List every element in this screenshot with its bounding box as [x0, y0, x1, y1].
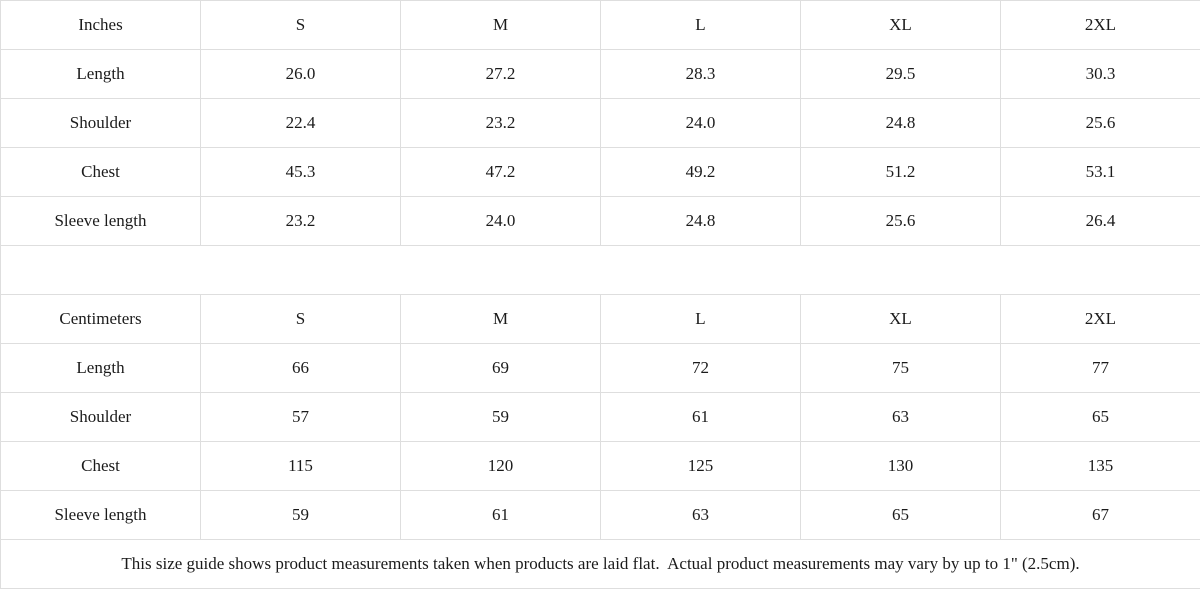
measurement-value-cell: 67	[1001, 491, 1200, 540]
measurement-value-cell: 26.4	[1001, 197, 1200, 246]
measurement-label-cell: Chest	[1, 148, 201, 197]
measurement-value-cell: 47.2	[401, 148, 601, 197]
measurement-value-cell: 27.2	[401, 50, 601, 99]
measurement-value-cell: 57	[201, 393, 401, 442]
measurement-value-cell: 24.0	[601, 99, 801, 148]
measurement-value-cell: 66	[201, 344, 401, 393]
measurement-value-cell: 49.2	[601, 148, 801, 197]
spacer-row	[1, 246, 1200, 295]
measurement-value-cell: 77	[1001, 344, 1200, 393]
measurement-value-cell: 63	[801, 393, 1001, 442]
table-row: Chest 45.3 47.2 49.2 51.2 53.1	[1, 148, 1200, 197]
size-column-header: XL	[801, 295, 1001, 344]
measurement-value-cell: 25.6	[801, 197, 1001, 246]
size-column-header: 2XL	[1001, 295, 1200, 344]
measurement-label-cell: Sleeve length	[1, 491, 201, 540]
measurement-value-cell: 28.3	[601, 50, 801, 99]
table-row: Shoulder 22.4 23.2 24.0 24.8 25.6	[1, 99, 1200, 148]
measurement-label-cell: Length	[1, 344, 201, 393]
size-column-header: L	[601, 295, 801, 344]
measurement-label-cell: Shoulder	[1, 393, 201, 442]
measurement-value-cell: 24.0	[401, 197, 601, 246]
measurement-value-cell: 61	[401, 491, 601, 540]
measurement-value-cell: 53.1	[1001, 148, 1200, 197]
measurement-value-cell: 59	[401, 393, 601, 442]
measurement-value-cell: 69	[401, 344, 601, 393]
measurement-value-cell: 65	[1001, 393, 1200, 442]
measurement-value-cell: 29.5	[801, 50, 1001, 99]
measurement-value-cell: 23.2	[401, 99, 601, 148]
measurement-value-cell: 125	[601, 442, 801, 491]
size-column-header: 2XL	[1001, 1, 1200, 50]
measurement-value-cell: 63	[601, 491, 801, 540]
measurement-value-cell: 22.4	[201, 99, 401, 148]
measurement-value-cell: 72	[601, 344, 801, 393]
size-column-header: S	[201, 1, 401, 50]
measurement-label-cell: Length	[1, 50, 201, 99]
spacer-cell	[1, 246, 1200, 295]
table-row: Shoulder 57 59 61 63 65	[1, 393, 1200, 442]
measurement-value-cell: 23.2	[201, 197, 401, 246]
inches-header-row: Inches S M L XL 2XL	[1, 1, 1200, 50]
size-column-header: L	[601, 1, 801, 50]
measurement-value-cell: 135	[1001, 442, 1200, 491]
measurement-value-cell: 61	[601, 393, 801, 442]
size-column-header: M	[401, 295, 601, 344]
size-column-header: M	[401, 1, 601, 50]
size-column-header: XL	[801, 1, 1001, 50]
table-row: Length 26.0 27.2 28.3 29.5 30.3	[1, 50, 1200, 99]
centimeters-header-row: Centimeters S M L XL 2XL	[1, 295, 1200, 344]
unit-header-cell: Centimeters	[1, 295, 201, 344]
measurement-value-cell: 120	[401, 442, 601, 491]
size-column-header: S	[201, 295, 401, 344]
footer-row: This size guide shows product measuremen…	[1, 540, 1200, 589]
table-row: Chest 115 120 125 130 135	[1, 442, 1200, 491]
measurement-label-cell: Chest	[1, 442, 201, 491]
measurement-value-cell: 51.2	[801, 148, 1001, 197]
measurement-value-cell: 130	[801, 442, 1001, 491]
table-row: Length 66 69 72 75 77	[1, 344, 1200, 393]
measurement-value-cell: 75	[801, 344, 1001, 393]
measurement-value-cell: 115	[201, 442, 401, 491]
measurement-value-cell: 30.3	[1001, 50, 1200, 99]
measurement-value-cell: 24.8	[601, 197, 801, 246]
measurement-value-cell: 65	[801, 491, 1001, 540]
unit-header-cell: Inches	[1, 1, 201, 50]
measurement-label-cell: Sleeve length	[1, 197, 201, 246]
measurement-value-cell: 26.0	[201, 50, 401, 99]
measurement-value-cell: 25.6	[1001, 99, 1200, 148]
measurement-value-cell: 45.3	[201, 148, 401, 197]
footer-note: This size guide shows product measuremen…	[1, 540, 1200, 589]
table-row: Sleeve length 23.2 24.0 24.8 25.6 26.4	[1, 197, 1200, 246]
table-row: Sleeve length 59 61 63 65 67	[1, 491, 1200, 540]
measurement-label-cell: Shoulder	[1, 99, 201, 148]
measurement-value-cell: 24.8	[801, 99, 1001, 148]
measurement-value-cell: 59	[201, 491, 401, 540]
